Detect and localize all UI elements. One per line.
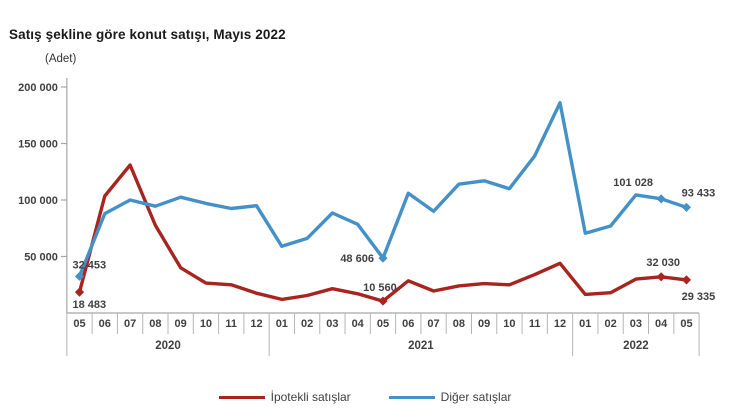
- y-tick-label: 50 000: [24, 252, 58, 264]
- month-tick-label: 02: [604, 318, 616, 330]
- month-tick-label: 11: [225, 318, 237, 330]
- point-marker-ipotekli: [656, 272, 666, 282]
- month-tick-label: 05: [73, 318, 85, 330]
- month-tick-label: 04: [352, 318, 365, 330]
- month-tick-label: 08: [453, 318, 465, 330]
- month-tick-label: 09: [175, 318, 187, 330]
- month-tick-label: 12: [250, 318, 262, 330]
- legend-item-diger: Diğer satışlar: [388, 390, 512, 404]
- legend-label-diger: Diğer satışlar: [440, 390, 512, 404]
- month-tick-label: 05: [680, 318, 692, 330]
- series-line-ipotekli: [77, 163, 689, 303]
- month-tick-label: 08: [149, 318, 161, 330]
- data-label-ipotekli: 10 560: [363, 282, 397, 294]
- point-marker-ipotekli: [74, 287, 85, 297]
- y-axis-unit-label: (Adet): [45, 53, 77, 65]
- chart-title: Satış şekline göre konut satışı, Mayıs 2…: [9, 27, 286, 42]
- data-label-ipotekli: 29 335: [682, 291, 716, 303]
- year-tick-label: 2020: [155, 340, 181, 352]
- month-tick-label: 06: [402, 318, 414, 330]
- month-tick-label: 07: [124, 318, 136, 330]
- data-label-ipotekli: 32 030: [646, 257, 680, 269]
- y-tick-label: 150 000: [18, 139, 58, 151]
- chart-legend: İpotekli satışlar Diğer satışlar: [0, 389, 730, 405]
- data-label-diger: 32 453: [73, 259, 107, 271]
- month-tick-label: 06: [99, 318, 111, 330]
- point-marker-diger: [74, 271, 85, 281]
- month-tick-label: 05: [377, 318, 389, 330]
- month-tick-label: 10: [200, 318, 212, 330]
- point-marker-diger: [656, 194, 666, 204]
- month-tick-label: 12: [554, 318, 566, 330]
- year-tick-label: 2021: [408, 340, 434, 352]
- year-tick-label: 2022: [623, 340, 649, 352]
- month-tick-label: 03: [630, 318, 642, 330]
- month-tick-label: 01: [276, 318, 288, 330]
- legend-label-ipotekli: İpotekli satışlar: [270, 390, 351, 404]
- data-label-diger: 101 028: [613, 177, 653, 189]
- month-tick-label: 02: [301, 318, 313, 330]
- y-tick-label: 200 000: [18, 82, 58, 94]
- y-tick-label: 100 000: [18, 195, 58, 207]
- point-marker-diger: [681, 202, 692, 213]
- point-marker-ipotekli: [378, 296, 388, 306]
- point-marker-ipotekli: [681, 275, 692, 285]
- month-tick-label: 11: [529, 318, 541, 330]
- legend-item-ipotekli: İpotekli satışlar: [218, 390, 351, 404]
- month-tick-label: 01: [579, 318, 591, 330]
- point-marker-diger: [378, 253, 388, 263]
- data-label-ipotekli: 18 483: [73, 299, 107, 311]
- month-tick-label: 10: [503, 318, 515, 330]
- data-label-diger: 48 606: [340, 253, 374, 265]
- month-tick-label: 09: [478, 318, 490, 330]
- month-tick-label: 07: [427, 318, 439, 330]
- ipotekli-line-swatch-icon: [218, 395, 265, 399]
- month-tick-label: 03: [326, 318, 338, 330]
- diger-line-swatch-icon: [388, 395, 435, 399]
- month-tick-label: 04: [655, 318, 668, 330]
- data-label-diger: 93 433: [682, 187, 716, 199]
